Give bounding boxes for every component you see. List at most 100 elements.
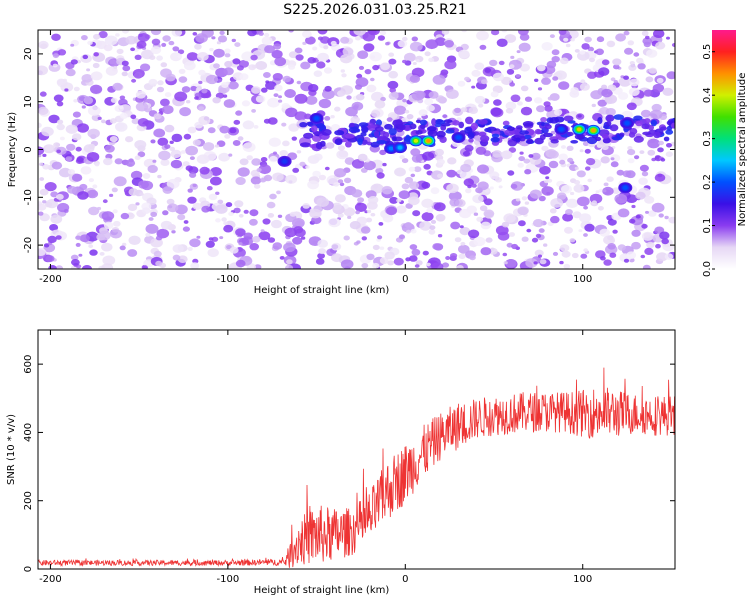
heatmap-blob bbox=[136, 40, 147, 49]
heatmap-blob bbox=[90, 84, 103, 95]
heatmap-blob bbox=[102, 255, 116, 266]
heatmap-ridge-blob bbox=[671, 122, 675, 129]
heatmap-blob bbox=[464, 144, 474, 152]
heatmap-blob bbox=[180, 150, 186, 154]
heatmap-blob bbox=[342, 47, 354, 56]
heatmap-blob bbox=[658, 140, 664, 146]
heatmap-blob bbox=[351, 189, 363, 198]
heatmap-blob bbox=[317, 30, 328, 35]
heatmap-ridge-blob bbox=[606, 114, 612, 122]
heatmap-blob bbox=[595, 190, 600, 194]
heatmap-blob bbox=[330, 115, 335, 119]
heatmap-ridge-blob bbox=[642, 131, 651, 136]
heatmap-blob bbox=[380, 62, 391, 71]
heatmap-blob bbox=[598, 67, 610, 76]
heatmap-ridge-blob bbox=[522, 121, 534, 127]
heatmap-blob bbox=[128, 235, 141, 245]
heatmap-blob bbox=[109, 118, 117, 124]
heatmap-hotspot bbox=[314, 116, 319, 121]
heatmap-blob bbox=[268, 137, 281, 147]
heatmap-blob bbox=[110, 97, 118, 103]
heatmap-blob bbox=[652, 83, 665, 93]
heatmap-blob bbox=[133, 48, 139, 52]
heatmap-blob bbox=[38, 211, 44, 216]
heatmap-blob bbox=[242, 142, 256, 153]
heatmap-blob bbox=[196, 235, 201, 239]
heatmap-blob bbox=[647, 138, 660, 149]
heatmap-blob bbox=[317, 52, 329, 62]
heatmap-blob bbox=[186, 100, 191, 104]
heatmap-blob bbox=[489, 59, 498, 67]
heatmap-blob bbox=[517, 101, 523, 106]
heatmap-blob bbox=[450, 221, 461, 230]
heatmap-blob bbox=[55, 265, 63, 269]
heatmap-blob bbox=[355, 35, 361, 41]
heatmap-blob bbox=[574, 49, 580, 53]
heatmap-blob bbox=[448, 191, 462, 202]
heatmap-blob bbox=[334, 106, 341, 112]
heatmap-ridge-blob bbox=[345, 141, 352, 148]
heatmap-blob bbox=[503, 213, 516, 223]
colorbar-tick-label: 0.2 bbox=[702, 174, 713, 190]
heatmap-blob bbox=[185, 165, 193, 171]
heatmap-blob bbox=[611, 187, 621, 194]
heatmap-blob bbox=[279, 256, 285, 260]
heatmap-blob bbox=[210, 176, 222, 186]
heatmap-blob bbox=[307, 57, 317, 64]
heatmap-blob bbox=[583, 233, 588, 237]
heatmap-blob bbox=[340, 85, 353, 95]
heatmap-blob bbox=[567, 157, 574, 163]
heatmap-blob bbox=[235, 259, 246, 268]
heatmap-blob bbox=[428, 229, 436, 235]
heatmap-blob bbox=[160, 220, 173, 230]
heatmap-blob bbox=[476, 216, 484, 222]
heatmap-blob bbox=[120, 212, 130, 220]
heatmap-blob bbox=[150, 139, 156, 144]
heatmap-blob bbox=[45, 144, 54, 152]
heatmap-blob bbox=[261, 87, 268, 93]
heatmap-blob bbox=[631, 229, 641, 237]
heatmap-blob bbox=[561, 250, 571, 258]
heatmap-blob bbox=[187, 188, 193, 193]
heatmap-blob bbox=[228, 211, 234, 216]
heatmap-blob bbox=[356, 240, 361, 244]
heatmap-ridge-blob bbox=[570, 140, 579, 144]
heatmap-blob bbox=[590, 90, 603, 100]
heatmap-blob bbox=[456, 169, 463, 175]
heatmap-blob bbox=[39, 188, 49, 196]
heatmap-blob bbox=[422, 250, 429, 256]
heatmap-blob bbox=[548, 150, 559, 159]
heatmap-blob bbox=[538, 254, 542, 258]
heatmap-blob bbox=[388, 58, 397, 65]
heatmap-blob bbox=[474, 62, 485, 70]
heatmap-blob bbox=[396, 205, 407, 214]
heatmap-blob bbox=[170, 149, 182, 159]
heatmap-blob bbox=[445, 256, 451, 260]
heatmap-blob bbox=[589, 57, 595, 63]
heatmap-blob bbox=[331, 244, 339, 250]
heatmap-blob bbox=[294, 47, 303, 54]
heatmap-blob bbox=[648, 67, 657, 74]
heatmap-blob bbox=[502, 120, 510, 126]
heatmap-blob bbox=[363, 160, 376, 171]
heatmap-blob bbox=[415, 59, 420, 63]
heatmap-blob bbox=[119, 245, 126, 251]
heatmap-blob bbox=[472, 194, 484, 204]
heatmap-blob bbox=[208, 237, 214, 241]
heatmap-blob bbox=[249, 218, 258, 226]
heatmap-blob bbox=[249, 209, 259, 217]
heatmap-x-label: Height of straight line (km) bbox=[254, 285, 390, 296]
heatmap-blob bbox=[615, 33, 626, 42]
heatmap-blob bbox=[501, 76, 512, 85]
heatmap-blob bbox=[628, 87, 640, 97]
heatmap-blob bbox=[509, 82, 515, 87]
heatmap-blob bbox=[655, 243, 661, 249]
heatmap-blob bbox=[498, 60, 505, 66]
heatmap-blob bbox=[66, 143, 76, 151]
heatmap-blob bbox=[598, 188, 604, 193]
heatmap-blob bbox=[201, 88, 208, 94]
heatmap-blob bbox=[38, 122, 42, 129]
heatmap-ridge-blob bbox=[660, 126, 667, 131]
heatmap-blob bbox=[195, 87, 200, 91]
heatmap-hotspot bbox=[282, 159, 287, 164]
